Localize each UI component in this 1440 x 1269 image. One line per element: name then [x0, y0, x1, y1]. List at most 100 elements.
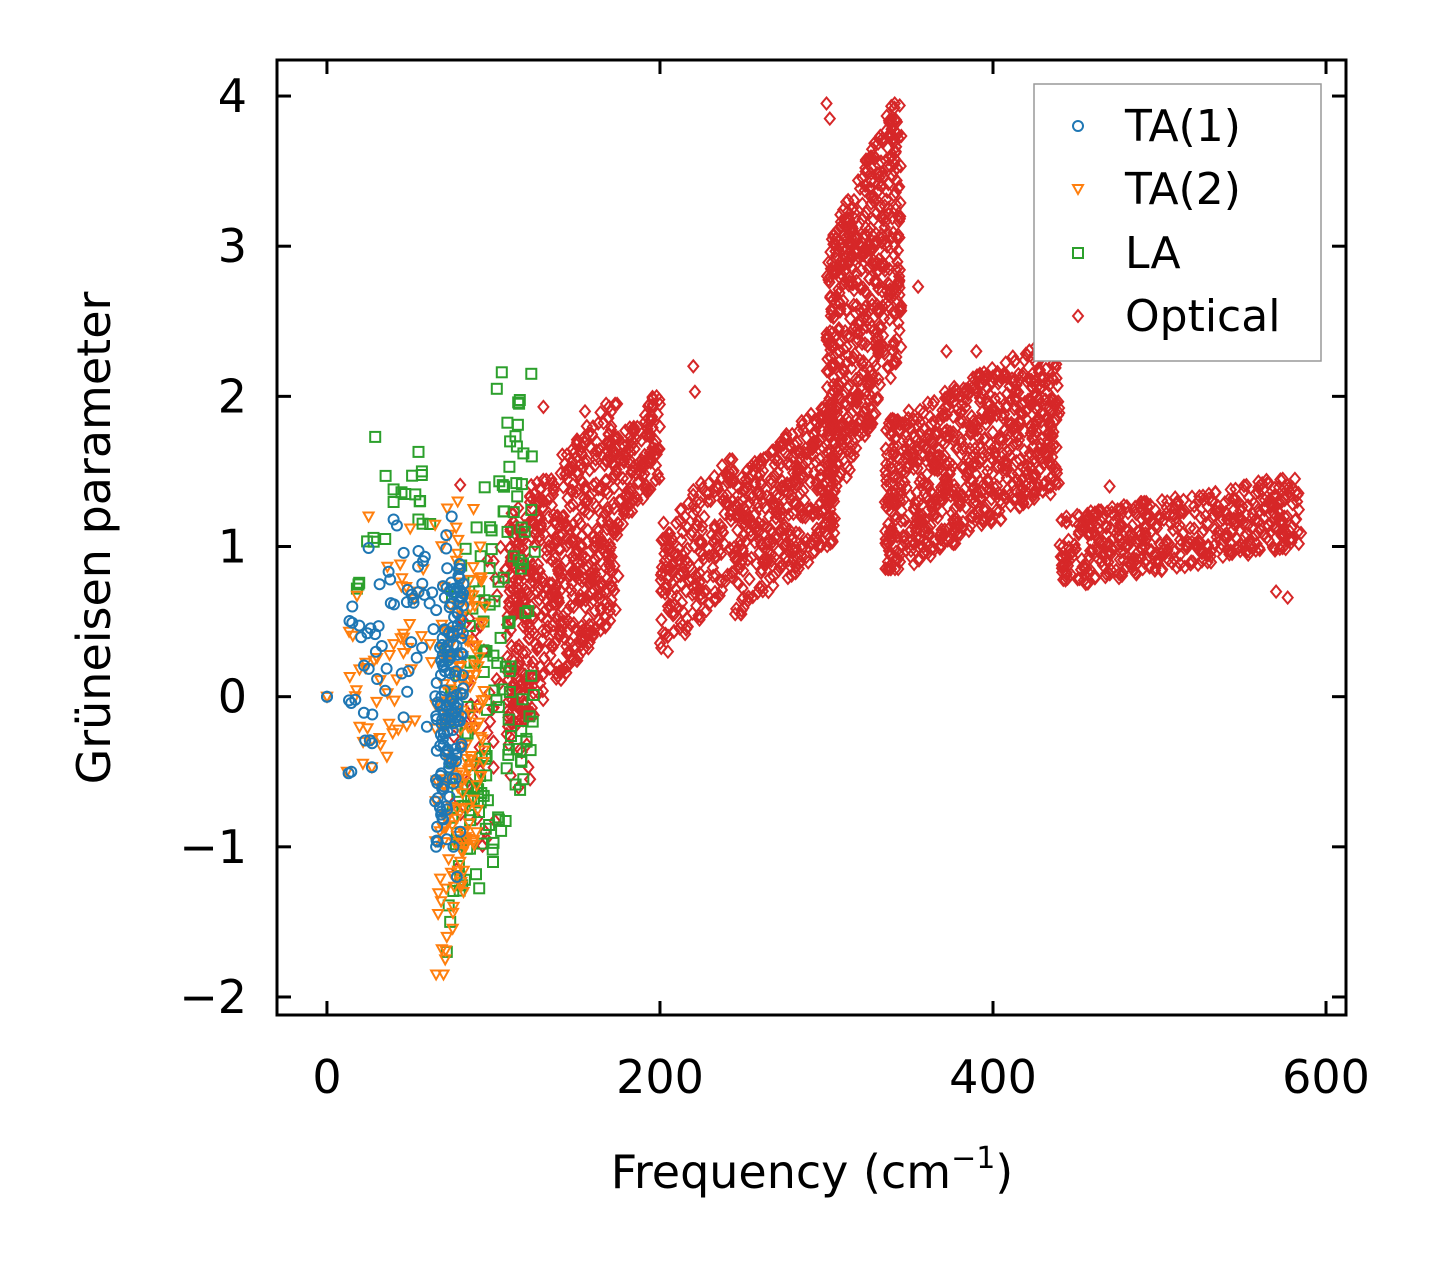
- data-point: [558, 660, 572, 677]
- data-point: [1140, 498, 1154, 514]
- data-point: [523, 494, 537, 510]
- data-point: [795, 417, 809, 433]
- data-point: [601, 485, 614, 502]
- data-point: [1050, 439, 1063, 455]
- data-point: [380, 751, 394, 764]
- data-point: [495, 824, 508, 837]
- legend-label: TA(2): [1124, 164, 1241, 215]
- data-point: [561, 471, 574, 487]
- data-point: [761, 532, 775, 548]
- data-point: [954, 431, 968, 447]
- data-point: [447, 840, 460, 853]
- data-point: [986, 424, 1000, 440]
- data-point: [1211, 498, 1225, 514]
- data-point: [438, 954, 452, 967]
- data-point: [779, 549, 793, 565]
- data-point: [484, 521, 497, 534]
- data-point: [443, 761, 456, 774]
- data-point: [542, 509, 555, 525]
- y-tick-label: 4: [218, 69, 247, 123]
- data-point: [657, 515, 670, 531]
- data-point: [446, 923, 460, 936]
- data-point: [744, 529, 758, 545]
- data-point: [681, 541, 694, 557]
- data-point: [501, 416, 514, 429]
- data-point: [629, 431, 643, 447]
- data-point: [1113, 515, 1127, 531]
- data-point: [785, 532, 799, 548]
- data-point: [820, 363, 834, 379]
- data-point: [608, 558, 621, 574]
- data-point: [533, 659, 547, 675]
- data-point: [708, 531, 722, 547]
- data-point: [694, 475, 708, 491]
- data-point: [1085, 535, 1099, 551]
- data-point: [865, 297, 879, 313]
- data-point: [456, 590, 468, 603]
- data-point: [434, 896, 448, 909]
- data-point: [907, 412, 921, 428]
- data-point: [730, 552, 744, 568]
- data-point: [1187, 521, 1201, 537]
- data-point: [476, 757, 491, 770]
- data-point: [418, 588, 431, 601]
- data-point: [675, 532, 688, 548]
- data-point: [595, 535, 609, 551]
- data-point: [600, 521, 614, 537]
- data-point: [1192, 493, 1205, 509]
- data-point: [689, 568, 703, 584]
- data-point: [822, 422, 835, 438]
- data-point: [740, 479, 754, 496]
- data-point: [488, 595, 501, 608]
- data-point: [669, 581, 683, 597]
- data-point: [715, 470, 729, 486]
- data-point: [455, 847, 470, 860]
- data-point: [483, 713, 497, 730]
- data-point: [925, 540, 938, 556]
- data-point: [453, 558, 466, 570]
- data-point: [604, 422, 618, 438]
- data-point: [415, 465, 428, 478]
- data-point: [754, 453, 767, 469]
- data-point: [475, 695, 489, 708]
- data-point: [822, 493, 835, 510]
- data-point: [435, 944, 449, 957]
- data-point: [1205, 509, 1219, 525]
- data-point: [625, 503, 639, 519]
- data-point: [1007, 401, 1021, 417]
- data-point: [528, 545, 541, 558]
- data-point: [525, 450, 538, 463]
- data-point: [373, 578, 386, 591]
- data-point: [806, 532, 820, 548]
- data-point: [1202, 491, 1215, 507]
- data-point: [346, 616, 359, 629]
- data-point: [1010, 453, 1023, 469]
- x-axis-title-close: ): [995, 1145, 1013, 1199]
- data-point: [520, 652, 534, 668]
- data-point: [648, 436, 662, 453]
- data-point: [889, 184, 903, 200]
- data-point: [1013, 499, 1026, 515]
- data-point: [962, 385, 975, 401]
- data-point: [792, 525, 806, 542]
- data-point: [555, 447, 569, 463]
- data-point: [519, 607, 532, 619]
- data-point: [321, 690, 333, 703]
- data-point: [571, 554, 584, 570]
- data-point: [1283, 523, 1297, 540]
- data-point: [1045, 370, 1059, 386]
- data-point: [1233, 543, 1247, 559]
- data-point: [1082, 548, 1096, 564]
- data-point: [768, 530, 781, 546]
- data-point: [639, 427, 652, 443]
- data-point: [1151, 552, 1165, 568]
- data-point: [909, 433, 923, 449]
- data-point: [525, 503, 538, 516]
- data-point: [872, 182, 886, 198]
- data-point: [938, 522, 952, 538]
- data-point: [1234, 510, 1248, 526]
- data-point: [1187, 498, 1201, 514]
- data-point: [455, 710, 468, 722]
- data-point: [485, 543, 498, 556]
